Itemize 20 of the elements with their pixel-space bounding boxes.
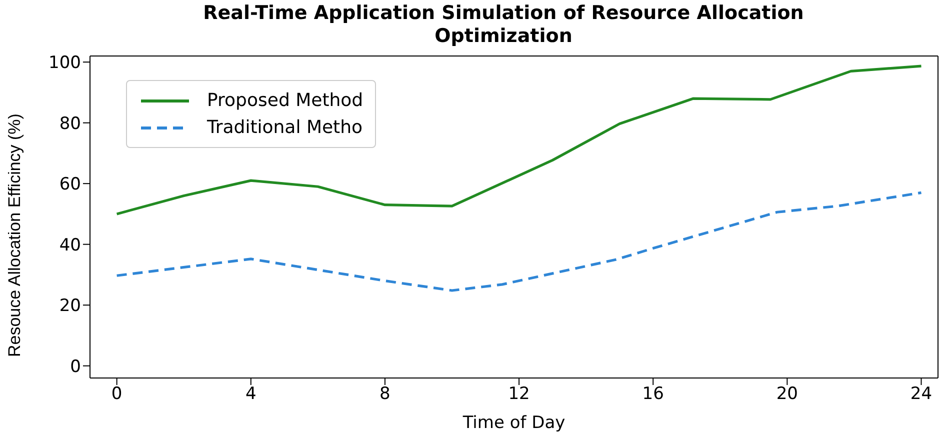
line-series (116, 191, 923, 292)
legend-label: Traditional Metho (207, 117, 363, 138)
x-tick-label: 20 (776, 384, 798, 404)
x-tick-label: 4 (245, 384, 256, 404)
y-tick-label: 20 (59, 296, 81, 316)
y-tick-label: 40 (59, 235, 81, 256)
x-tick-label: 8 (380, 384, 390, 404)
x-tick-label: 12 (508, 384, 530, 404)
legend-label: Proposed Method (207, 90, 364, 111)
chart-title: Real-Time Application Simulation of Resource Allocation Optimization (202, 2, 805, 48)
x-tick-label: 0 (111, 384, 122, 404)
line-series (116, 64, 923, 216)
y-axis-title: Resouce Allocation Efficincy (%) (5, 114, 24, 357)
x-tick-label: 24 (910, 384, 932, 404)
x-tick-label: 16 (642, 384, 664, 404)
y-tick-label: 0 (70, 356, 81, 377)
y-tick-label: 80 (59, 114, 81, 134)
y-tick-label: 60 (59, 174, 81, 195)
x-axis-title: Time of Day (462, 413, 566, 433)
y-tick-label: 100 (48, 53, 81, 74)
